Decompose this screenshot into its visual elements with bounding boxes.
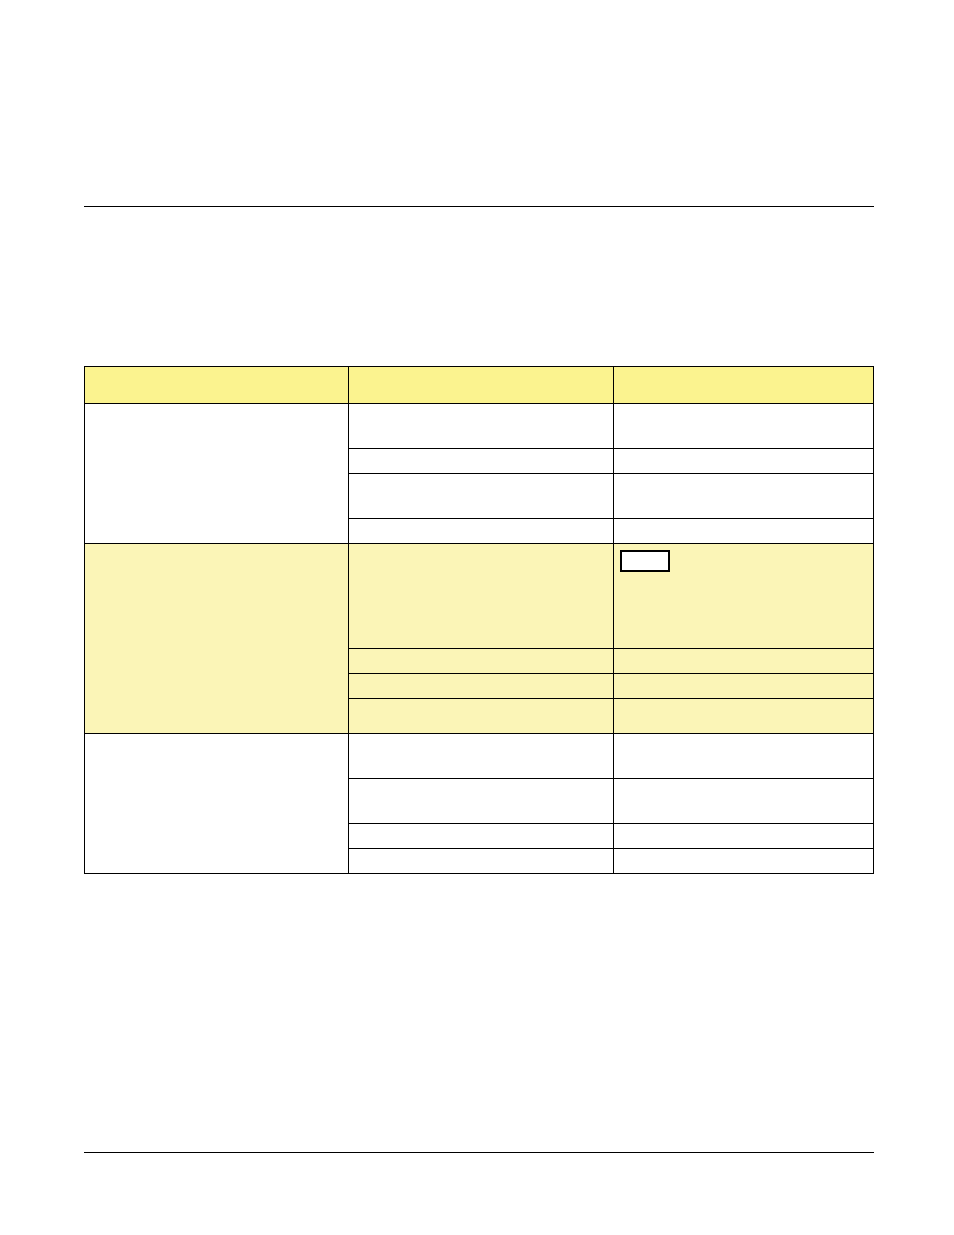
cell-b <box>348 404 614 449</box>
col-header-a <box>85 367 349 404</box>
table-body <box>85 404 874 874</box>
cell-b <box>348 734 614 779</box>
table-row <box>85 734 874 779</box>
group-label-cell <box>85 404 349 544</box>
cell-b <box>348 849 614 874</box>
cell-c <box>614 519 874 544</box>
highlight-box <box>620 550 670 572</box>
cell-c <box>614 849 874 874</box>
footer-rule <box>84 1152 874 1153</box>
cell-b <box>348 649 614 674</box>
cell-c <box>614 734 874 779</box>
cell-b <box>348 779 614 824</box>
cell-b <box>348 824 614 849</box>
table-row <box>85 544 874 649</box>
cell-c <box>614 544 874 649</box>
cell-c <box>614 649 874 674</box>
cell-c <box>614 779 874 824</box>
cell-b <box>348 699 614 734</box>
col-header-c <box>614 367 874 404</box>
cell-b <box>348 519 614 544</box>
cell-c <box>614 674 874 699</box>
cell-c <box>614 449 874 474</box>
group-label-cell <box>85 544 349 734</box>
cell-c <box>614 474 874 519</box>
cell-b <box>348 544 614 649</box>
page-content <box>84 0 874 1235</box>
table-header-row <box>85 367 874 404</box>
header-rule <box>84 206 874 207</box>
table-row <box>85 404 874 449</box>
data-table <box>84 366 874 874</box>
cell-b <box>348 474 614 519</box>
cell-c <box>614 404 874 449</box>
col-header-b <box>348 367 614 404</box>
cell-b <box>348 674 614 699</box>
cell-c <box>614 824 874 849</box>
cell-c <box>614 699 874 734</box>
cell-b <box>348 449 614 474</box>
group-label-cell <box>85 734 349 874</box>
